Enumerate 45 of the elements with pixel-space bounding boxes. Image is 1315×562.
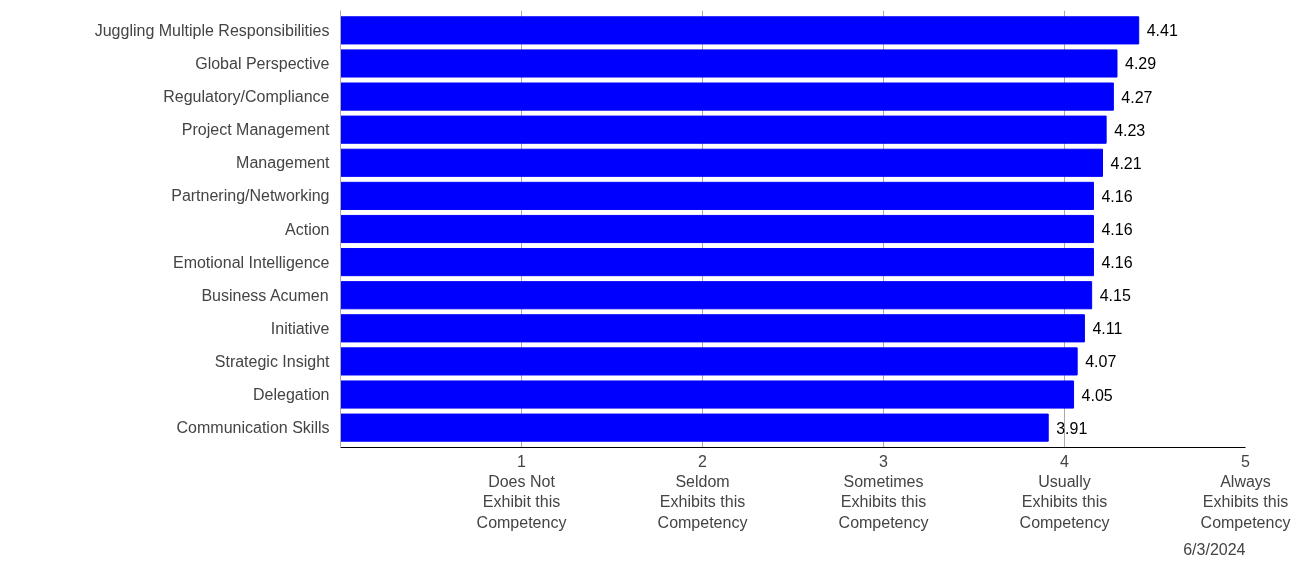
bar: [340, 380, 1075, 409]
x-tick-label: 2 Seldom Exhibits this Competency: [657, 452, 748, 531]
bar: [340, 181, 1094, 210]
bar: [340, 413, 1049, 442]
y-tick-label: Juggling Multiple Responsibilities: [94, 21, 330, 39]
data-label: 4.21: [1110, 154, 1142, 172]
x-tick-label: 5 Always Exhibits this Competency: [1200, 452, 1291, 531]
y-tick-label: Project Management: [181, 121, 331, 139]
y-tick-label: Initiative: [270, 319, 330, 337]
bar: [340, 82, 1114, 111]
data-label: 4.16: [1101, 254, 1133, 272]
bar: [340, 281, 1093, 310]
data-label: 4.05: [1081, 386, 1113, 404]
data-label: 4.11: [1092, 320, 1123, 338]
y-tick-label: Global Perspective: [195, 54, 330, 72]
data-label: 4.16: [1101, 187, 1133, 205]
bar: [340, 347, 1078, 376]
y-tick-label: Regulatory/Compliance: [163, 88, 330, 106]
bar: [340, 115, 1107, 144]
y-tick-label: Management: [236, 154, 331, 172]
y-tick-label: Delegation: [253, 386, 330, 404]
data-label: 4.29: [1124, 55, 1157, 73]
data-label: 4.07: [1085, 353, 1117, 371]
x-tick-label: 4 Usually Exhibits this Competency: [1019, 452, 1110, 531]
y-tick-label: Partnering/Networking: [171, 187, 330, 205]
data-label: 4.16: [1101, 221, 1133, 238]
x-tick-label: 3 Sometimes Exhibits this Competency: [838, 452, 929, 531]
y-tick-label: Business Acumen: [201, 286, 329, 304]
data-label: 4.23: [1114, 121, 1146, 139]
bar: [340, 214, 1094, 244]
y-tick-label: Strategic Insight: [214, 352, 331, 370]
x-tick-label: 1 Does Not Exhibit this Competency: [476, 452, 567, 531]
data-label: 4.41: [1146, 22, 1178, 40]
data-label: 4.27: [1121, 88, 1153, 106]
bar: [340, 148, 1104, 177]
data-label: 3.91: [1056, 419, 1088, 437]
bar: [340, 49, 1118, 78]
bar: [340, 248, 1094, 277]
y-tick-label: Emotional Intelligence: [172, 253, 330, 271]
bar: [340, 16, 1140, 45]
y-tick-label: Communication Skills: [176, 419, 330, 437]
bar: [340, 314, 1085, 343]
text: 6/3/2024: [1183, 540, 1246, 558]
data-label: 4.15: [1099, 287, 1131, 305]
y-tick-label: Action: [285, 220, 330, 238]
